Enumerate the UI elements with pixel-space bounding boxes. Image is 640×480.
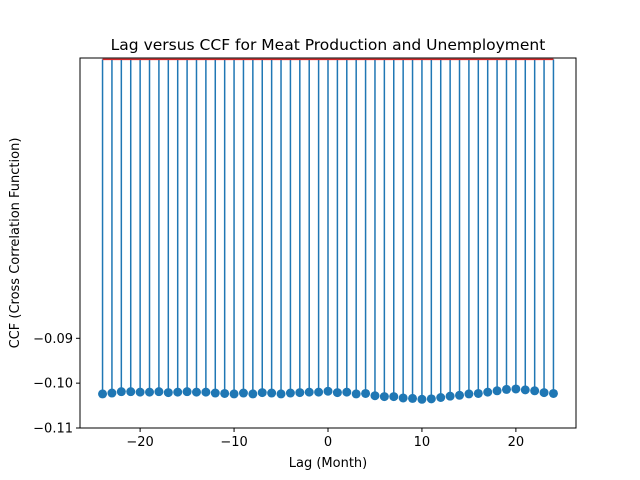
x-tick-label: −20 [126, 435, 153, 450]
data-point [501, 384, 511, 394]
data-point [116, 387, 126, 397]
data-point [229, 389, 239, 399]
data-point [126, 387, 136, 397]
x-tick-label: 20 [508, 435, 525, 450]
data-point [285, 388, 295, 398]
data-point [483, 387, 493, 397]
data-point [314, 387, 324, 397]
data-point [379, 392, 389, 402]
chart-title: Lag versus CCF for Meat Production and U… [111, 36, 546, 54]
x-axis: −20 −10 0 10 20 [126, 428, 524, 450]
data-point [548, 388, 558, 398]
data-point [304, 387, 314, 397]
x-axis-title: Lag (Month) [289, 456, 367, 471]
y-axis-title: CCF (Cross Correlation Function) [8, 138, 23, 349]
data-point [530, 386, 540, 396]
data-point [145, 387, 155, 397]
data-point [492, 386, 502, 396]
data-point [107, 388, 117, 398]
data-point [511, 384, 521, 394]
data-point [210, 388, 220, 398]
data-point [201, 387, 211, 397]
data-point [276, 389, 286, 399]
data-point [248, 389, 258, 399]
data-point [473, 388, 483, 398]
data-point [173, 387, 183, 397]
x-tick-label: −10 [220, 435, 247, 450]
data-point [445, 391, 455, 401]
data-point [539, 388, 549, 398]
data-point [332, 388, 342, 398]
y-axis: −0.09 −0.10 −0.11 [33, 332, 80, 437]
x-tick-label: 10 [414, 435, 431, 450]
data-point [370, 391, 380, 401]
y-tick-label: −0.11 [33, 422, 73, 437]
data-point [267, 388, 277, 398]
data-point [257, 388, 267, 398]
y-tick-label: −0.10 [33, 377, 73, 392]
data-point [436, 393, 446, 403]
data-point [220, 388, 230, 398]
data-point [464, 389, 474, 399]
data-point [389, 392, 399, 402]
x-tick-label: 0 [324, 435, 332, 450]
data-point [154, 387, 164, 397]
data-point [351, 389, 361, 399]
data-point [182, 387, 192, 397]
data-point [426, 394, 436, 404]
data-point [417, 394, 427, 404]
data-point [520, 385, 530, 395]
data-point [163, 388, 173, 398]
data-point [135, 387, 145, 397]
y-tick-label: −0.09 [33, 332, 73, 347]
data-point [295, 388, 305, 398]
data-point [191, 387, 201, 397]
data-point [238, 388, 248, 398]
data-point [98, 389, 108, 399]
data-point [323, 386, 333, 396]
plot-area [98, 58, 558, 404]
data-point [455, 390, 465, 400]
data-point [342, 387, 352, 397]
data-point [408, 393, 418, 403]
data-point [361, 388, 371, 398]
data-point [398, 393, 408, 403]
